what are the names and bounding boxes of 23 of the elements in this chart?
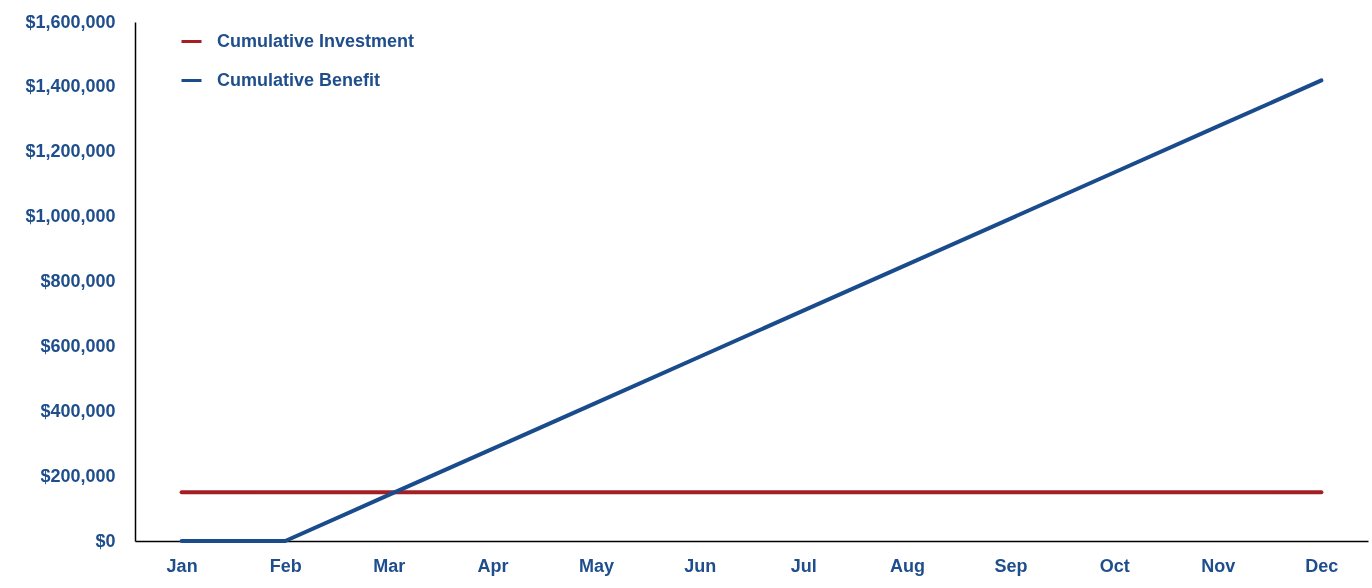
x-tick-label: Jun bbox=[684, 555, 717, 576]
x-tick-label: Oct bbox=[1099, 555, 1130, 576]
x-tick-label: May bbox=[579, 555, 615, 576]
x-tick-label: Aug bbox=[889, 555, 925, 576]
legend-label: Cumulative Investment bbox=[217, 30, 415, 51]
y-tick-label: $200,000 bbox=[40, 465, 116, 486]
y-tick-label: $600,000 bbox=[40, 335, 116, 356]
x-tick-label: Apr bbox=[477, 555, 509, 576]
x-tick-label: Nov bbox=[1201, 555, 1236, 576]
x-tick-label: Jul bbox=[790, 555, 817, 576]
y-tick-label: $1,400,000 bbox=[25, 76, 116, 97]
x-tick-label: Jan bbox=[166, 555, 198, 576]
y-tick-label: $1,600,000 bbox=[25, 11, 116, 32]
y-tick-label: $800,000 bbox=[40, 271, 116, 291]
x-tick-label: Mar bbox=[373, 555, 406, 576]
x-tick-label: Feb bbox=[269, 555, 302, 576]
y-tick-label: $400,000 bbox=[40, 400, 116, 421]
x-tick-label: Dec bbox=[1305, 555, 1339, 576]
legend-label: Cumulative Benefit bbox=[217, 69, 381, 90]
y-tick-label: $0 bbox=[95, 530, 116, 551]
x-tick-label: Sep bbox=[994, 555, 1028, 576]
y-tick-label: $1,200,000 bbox=[25, 141, 116, 162]
y-tick-label: $1,000,000 bbox=[25, 206, 116, 227]
